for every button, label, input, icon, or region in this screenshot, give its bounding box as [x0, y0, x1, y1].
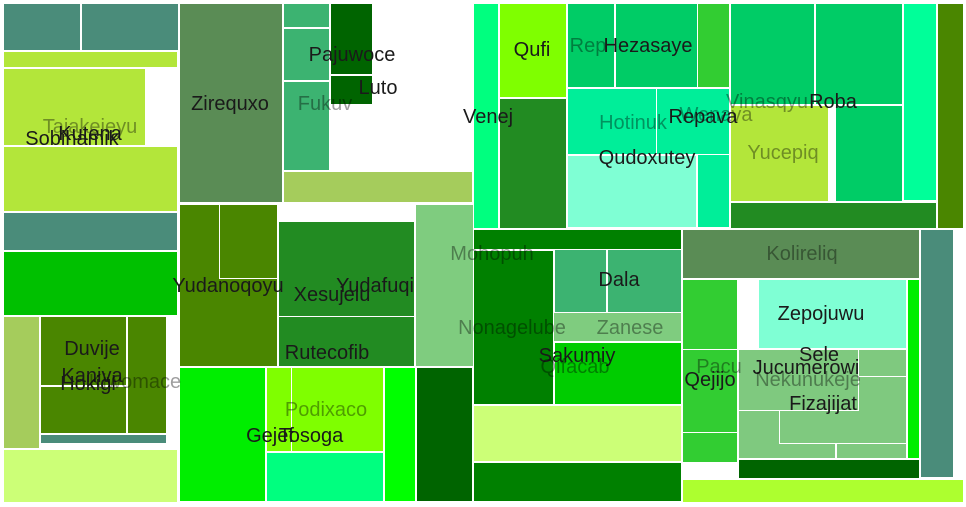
treemap-cell	[3, 51, 178, 68]
treemap-cell	[682, 479, 964, 503]
treemap-cell	[730, 3, 815, 105]
treemap-cell	[3, 316, 40, 449]
treemap-cell	[416, 367, 473, 502]
treemap-cell	[127, 316, 167, 434]
treemap-cell	[3, 146, 178, 212]
treemap-cell	[283, 3, 330, 28]
treemap-cell	[3, 212, 178, 251]
treemap-cell	[219, 204, 278, 279]
treemap-cell	[266, 452, 384, 502]
treemap-cell	[40, 386, 127, 434]
treemap-cell	[3, 68, 146, 146]
treemap-cell	[283, 81, 330, 171]
treemap-cell	[179, 3, 283, 203]
treemap-cell	[738, 459, 920, 479]
treemap-cell	[554, 342, 682, 405]
treemap-cell	[697, 3, 730, 88]
treemap-cell	[682, 229, 920, 279]
treemap-cell	[607, 249, 682, 315]
treemap-cell	[567, 155, 697, 228]
treemap-cell	[567, 3, 615, 88]
treemap-cell	[835, 105, 903, 202]
treemap-cell	[738, 349, 859, 411]
treemap-cell	[3, 251, 178, 316]
treemap-cell	[415, 204, 474, 367]
treemap-cell	[907, 279, 920, 459]
treemap-cell	[3, 3, 81, 51]
treemap-cell	[554, 249, 607, 315]
treemap-cell	[384, 367, 416, 502]
treemap-cell	[40, 316, 127, 386]
treemap-cell	[656, 88, 730, 155]
treemap-cell	[473, 462, 682, 502]
treemap-cell	[3, 449, 178, 503]
treemap-cell	[903, 3, 937, 201]
treemap-cell	[330, 75, 373, 105]
treemap-cell	[682, 349, 738, 433]
treemap-cell	[730, 105, 829, 202]
treemap-cell	[730, 202, 937, 229]
treemap-cell	[920, 229, 954, 478]
treemap-cell	[81, 3, 179, 51]
treemap-cell	[179, 367, 266, 502]
treemap-cell	[278, 316, 415, 367]
treemap-cell	[937, 3, 964, 229]
treemap-cell	[40, 434, 167, 444]
treemap-cell	[758, 279, 907, 349]
treemap-cell	[330, 3, 373, 75]
treemap-cell	[499, 3, 567, 98]
treemap-cell	[815, 3, 903, 105]
treemap-cell	[291, 367, 384, 452]
treemap-cell	[499, 98, 567, 229]
treemap-cell	[473, 229, 682, 250]
treemap-cell	[473, 250, 554, 405]
treemap-cell	[473, 3, 499, 229]
treemap-cell	[283, 171, 473, 203]
treemap-cell	[283, 28, 330, 81]
treemap-cell	[473, 405, 682, 462]
